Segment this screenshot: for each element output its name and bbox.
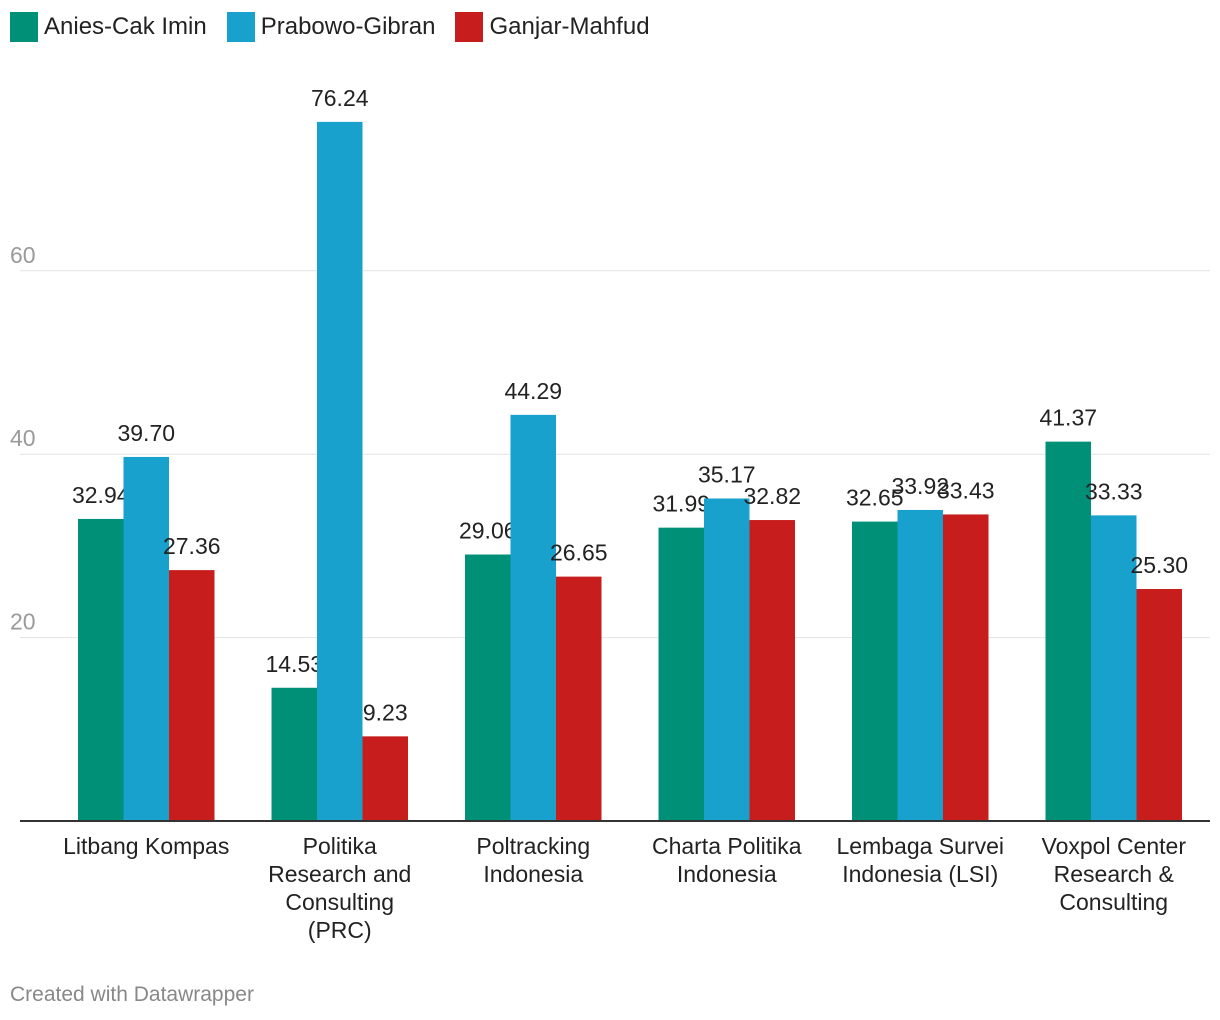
bar-3-3 [556, 576, 602, 821]
x-tick-label-1-line-1: Litbang Kompas [63, 833, 229, 859]
footer-credit: Created with Datawrapper [10, 983, 254, 1006]
y-tick-label-60: 60 [10, 242, 36, 268]
x-tick-label-2-line-2: Research and [268, 861, 411, 887]
bar-1-5 [852, 521, 898, 821]
bar-3-6 [1136, 588, 1182, 821]
data-label-2-5: 33.92 [891, 473, 949, 499]
bar-2-3 [510, 414, 556, 821]
bar-2-6 [1091, 515, 1137, 821]
data-label-3-3: 26.65 [550, 540, 608, 566]
data-label-1-6: 41.37 [1039, 405, 1097, 431]
data-label-3-1: 27.36 [163, 533, 221, 559]
bar-1-4 [658, 527, 704, 821]
legend-swatch-anies-cak-imin [10, 12, 38, 42]
bar-3-1 [169, 570, 215, 821]
legend-label-ganjar-mahfud: Ganjar-Mahfud [489, 13, 650, 40]
data-label-3-6: 25.30 [1130, 552, 1188, 578]
bar-3-5 [943, 514, 989, 821]
x-tick-label-2-line-4: (PRC) [308, 917, 372, 943]
data-label-2-6: 33.33 [1085, 478, 1143, 504]
x-tick-label-3-line-1: Poltracking [476, 833, 590, 859]
data-label-1-3: 29.06 [459, 518, 517, 544]
bar-1-6 [1045, 441, 1091, 821]
legend-label-anies-cak-imin: Anies-Cak Imin [44, 13, 207, 40]
bar-3-2 [362, 736, 408, 821]
data-label-2-2: 76.24 [311, 85, 369, 111]
legend: Anies-Cak Imin Prabowo-Gibran Ganjar-Mah… [10, 10, 670, 44]
data-label-2-3: 44.29 [504, 378, 562, 404]
x-tick-label-4-line-1: Charta Politika [652, 833, 802, 859]
x-tick-label-5-line-2: Indonesia (LSI) [842, 861, 998, 887]
bar-1-2 [271, 687, 317, 821]
bar-2-5 [897, 509, 943, 821]
bar-3-4 [749, 520, 795, 821]
data-label-3-4: 32.82 [743, 483, 801, 509]
bar-2-1 [123, 456, 169, 821]
x-tick-label-2-line-1: Politika [303, 833, 377, 859]
data-label-2-1: 39.70 [117, 420, 175, 446]
bar-2-4 [704, 498, 750, 821]
y-tick-label-40: 40 [10, 425, 36, 451]
legend-swatch-ganjar-mahfud [455, 12, 484, 42]
data-label-1-1: 32.94 [72, 482, 130, 508]
data-label-1-5: 32.65 [846, 485, 904, 511]
x-tick-label-3-line-2: Indonesia [483, 861, 583, 887]
bar-1-3 [465, 554, 511, 821]
legend-swatch-prabowo-gibran [226, 12, 255, 42]
data-label-3-5: 33.43 [937, 477, 995, 503]
legend-item-anies-cak-imin: Anies-Cak Imin [10, 12, 207, 42]
x-tick-label-2-line-3: Consulting [285, 889, 394, 915]
data-label-3-2: 9.23 [363, 699, 408, 725]
x-tick-label-5-line-1: Lembaga Survei [837, 833, 1005, 859]
legend-item-prabowo-gibran: Prabowo-Gibran [226, 12, 436, 42]
data-label-1-2: 14.53 [265, 651, 323, 677]
data-label-2-4: 35.17 [698, 461, 756, 487]
bar-2-2 [317, 121, 363, 821]
x-tick-label-6-line-2: Research & [1054, 861, 1174, 887]
x-tick-label-6-line-1: Voxpol Center [1042, 833, 1187, 859]
x-tick-label-4-line-2: Indonesia [677, 861, 777, 887]
legend-label-prabowo-gibran: Prabowo-Gibran [260, 13, 436, 40]
legend-item-ganjar-mahfud: Ganjar-Mahfud [455, 12, 650, 42]
data-label-1-4: 31.99 [652, 491, 710, 517]
x-tick-label-6-line-3: Consulting [1059, 889, 1168, 915]
y-tick-label-20: 20 [10, 609, 36, 635]
bar-1-1 [78, 518, 124, 821]
